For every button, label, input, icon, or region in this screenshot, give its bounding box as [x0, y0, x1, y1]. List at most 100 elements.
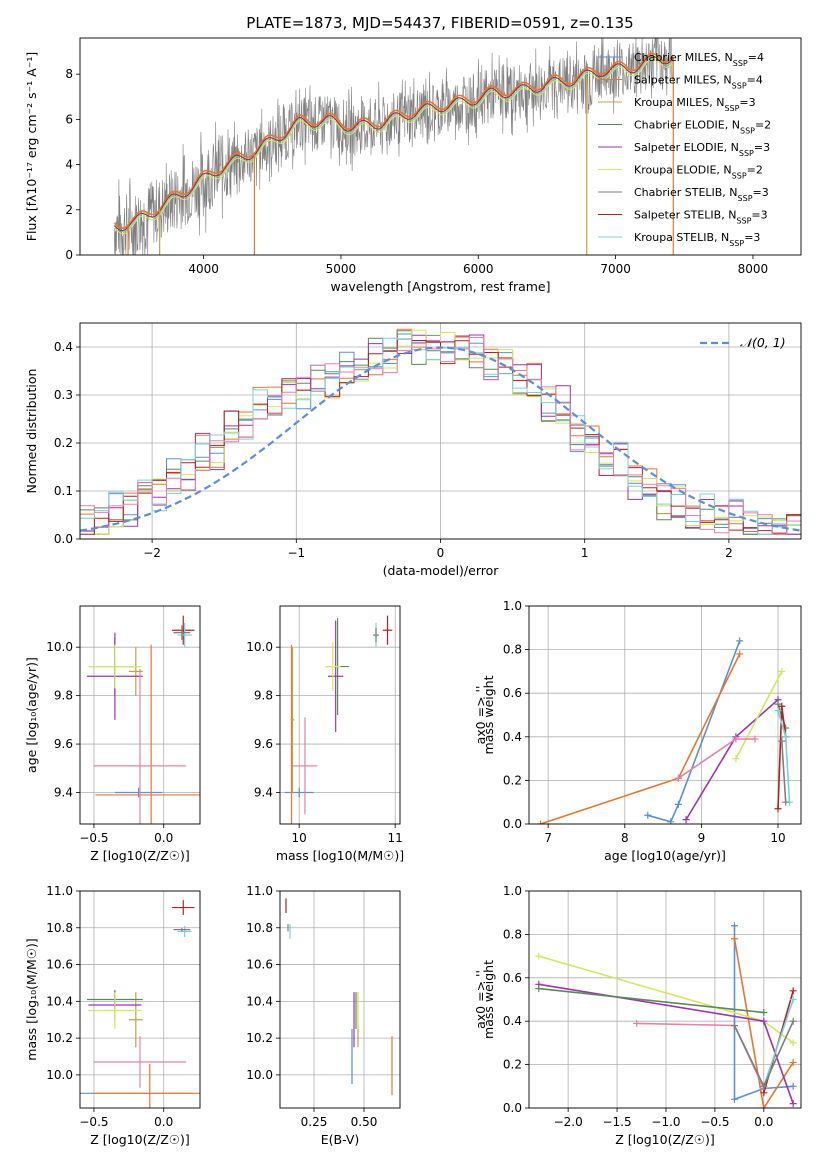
y-tick-label: 4: [65, 158, 73, 172]
histogram-pink: [80, 337, 801, 535]
y-tick-label: 0.3: [54, 388, 73, 402]
axes-frame: [528, 605, 802, 825]
y-axis-label: mass [log₁₀(M/M☉)]: [24, 938, 39, 1060]
spectrum-model-kroupa_elodie: [113, 58, 674, 235]
weight-line-salpeter_miles: [540, 653, 741, 824]
panel-spectrum: 4000 5000 6000 7000 8000 0 2 4 6 8 wavelength [Ang…: [24, 37, 802, 294]
y-tick-label: 10.2: [46, 1031, 73, 1045]
x-tick-label: 7: [544, 831, 552, 845]
y-tick-label: 10.0: [46, 640, 73, 654]
y-tick-label: 10.4: [246, 994, 273, 1008]
weight-point-chabrier_elodie: [774, 700, 782, 708]
weight-point-salpeter_stelib: [760, 1089, 768, 1097]
weight-point-pink: [633, 1019, 641, 1027]
y-tick-label: 10.0: [246, 640, 273, 654]
y-axis-label: age [log₁₀(age/yr)]: [24, 657, 39, 773]
y-axis-label: mass weight: [481, 960, 496, 1039]
weight-point-chabrier_stelib: [782, 798, 790, 806]
weight-line-chabrier_stelib: [781, 741, 787, 803]
x-tick-label: −0.5: [79, 831, 108, 845]
x-tick-label: 10: [292, 831, 307, 845]
x-tick-label: 7000: [600, 262, 631, 276]
weight-point-chabrier_miles: [730, 922, 738, 930]
x-axis-label: Z [log10(Z/Z☉)]: [615, 1132, 715, 1147]
weight-point-kroupa_stelib: [774, 707, 782, 715]
y-tick-label: 9.6: [254, 737, 273, 751]
y-tick-label: 0.8: [503, 643, 522, 657]
y-tick-label: 11.0: [246, 884, 273, 898]
panel-residuals: −2 −1 0 1 2 0.0 0.1 0.2 0.3 0.4 (data-model)/error…: [24, 322, 802, 578]
axes-frame: [79, 890, 201, 1109]
x-tick-label: −2.0: [554, 1115, 583, 1129]
y-tick-label: 0.6: [503, 686, 522, 700]
weight-point-salpeter_miles: [536, 820, 544, 824]
legend-label: Kroupa STELIB, NSSP=3: [634, 231, 760, 248]
y-tick-label: 1.0: [503, 599, 522, 613]
weight-point-kroupa_elodie: [789, 1039, 797, 1047]
weight-point-kroupa_elodie: [535, 952, 543, 960]
x-tick-label: 0.0: [154, 1115, 173, 1129]
x-tick-label: −2: [143, 546, 161, 560]
plot-area: [80, 328, 801, 535]
legend-label: Chabrier STELIB, NSSP=3: [634, 186, 769, 203]
x-tick-label: −1.0: [651, 1115, 680, 1129]
weight-point-chabrier_miles: [789, 1082, 797, 1090]
weight-line-chabrier_miles: [647, 640, 741, 823]
y-axis-label: mass weight: [481, 675, 496, 754]
y-tick-label: 0.4: [503, 730, 522, 744]
weight-line-salpeter_elodie: [685, 699, 779, 821]
weight-point-pink: [732, 735, 740, 743]
y-tick-label: 10.6: [246, 958, 273, 972]
y-tick-label: 11.0: [46, 884, 73, 898]
y-axis-label: Normed distribution: [24, 369, 39, 494]
panel-z-mass: −0.5 0.0 10.0 10.2 10.4 10.6 10.8 11.0 Z [log10(…: [24, 884, 201, 1147]
y-tick-label: 0.6: [503, 971, 522, 985]
y-tick-label: 10.6: [46, 958, 73, 972]
spectrum-data-line: [114, 38, 674, 255]
weight-point-chabrier_miles: [736, 637, 744, 645]
x-tick-label: −0.5: [79, 1115, 108, 1129]
x-tick-label: 4000: [188, 262, 219, 276]
y-tick-label: 10.8: [46, 921, 73, 935]
y-tick-label: 9.4: [54, 786, 73, 800]
weight-point-chabrier_miles: [644, 811, 652, 819]
x-tick-label: 2: [725, 546, 733, 560]
y-tick-label: 9.8: [254, 689, 273, 703]
y-tick-label: 10.0: [46, 1068, 73, 1082]
weight-point-salpeter_elodie: [789, 1100, 797, 1108]
x-tick-label: 11: [388, 831, 403, 845]
weight-line-kroupa_stelib: [763, 999, 794, 1087]
panel-ebv-mass: 0.25 0.50 10.0 10.2 10.4 10.6 10.8 11.0 E(B-V): [246, 884, 401, 1147]
x-tick-label: 0.0: [754, 1115, 773, 1129]
weight-line-pink: [636, 1022, 765, 1089]
x-tick-label: 9: [698, 831, 706, 845]
x-tick-label: 6000: [463, 262, 494, 276]
axes-frame: [279, 605, 401, 825]
x-tick-label: 5000: [326, 262, 357, 276]
y-tick-label: 0.0: [54, 532, 73, 546]
axes-frame: [79, 605, 201, 825]
plot-area: [86, 615, 200, 824]
x-axis-label: E(B-V): [321, 1132, 360, 1147]
x-tick-label: −0.5: [700, 1115, 729, 1129]
x-axis-label: (data-model)/error: [383, 563, 500, 578]
weight-point-chabrier_elodie: [535, 985, 543, 993]
legend-label: Chabrier MILES, NSSP=4: [634, 51, 764, 68]
legend-label: 𝒩(0, 1): [740, 335, 786, 350]
y-tick-label: 0.2: [503, 1058, 522, 1072]
panel-z-age: −0.5 0.0 9.4 9.6 9.8 10.0 Z [log10(Z/Z☉)] age […: [24, 605, 201, 863]
y-tick-label: 10.8: [246, 921, 273, 935]
weight-point-salpeter_stelib: [774, 805, 782, 813]
y-tick-label: 0.4: [54, 340, 73, 354]
plot-area: [284, 615, 393, 824]
plot-area: [80, 900, 200, 1108]
legend-label: Salpeter STELIB, NSSP=3: [634, 209, 768, 226]
y-axis-label: Flux [fλ10⁻¹⁷ erg cm⁻² s⁻¹ A⁻¹]: [24, 52, 39, 241]
legend: Chabrier MILES, NSSP=4 Salpeter MILES, NS…: [598, 51, 771, 248]
x-tick-label: −1.5: [602, 1115, 631, 1129]
y-axis-label: ax0 => '': [473, 970, 488, 1029]
y-tick-label: 0.2: [503, 773, 522, 787]
x-tick-label: 10: [770, 831, 785, 845]
